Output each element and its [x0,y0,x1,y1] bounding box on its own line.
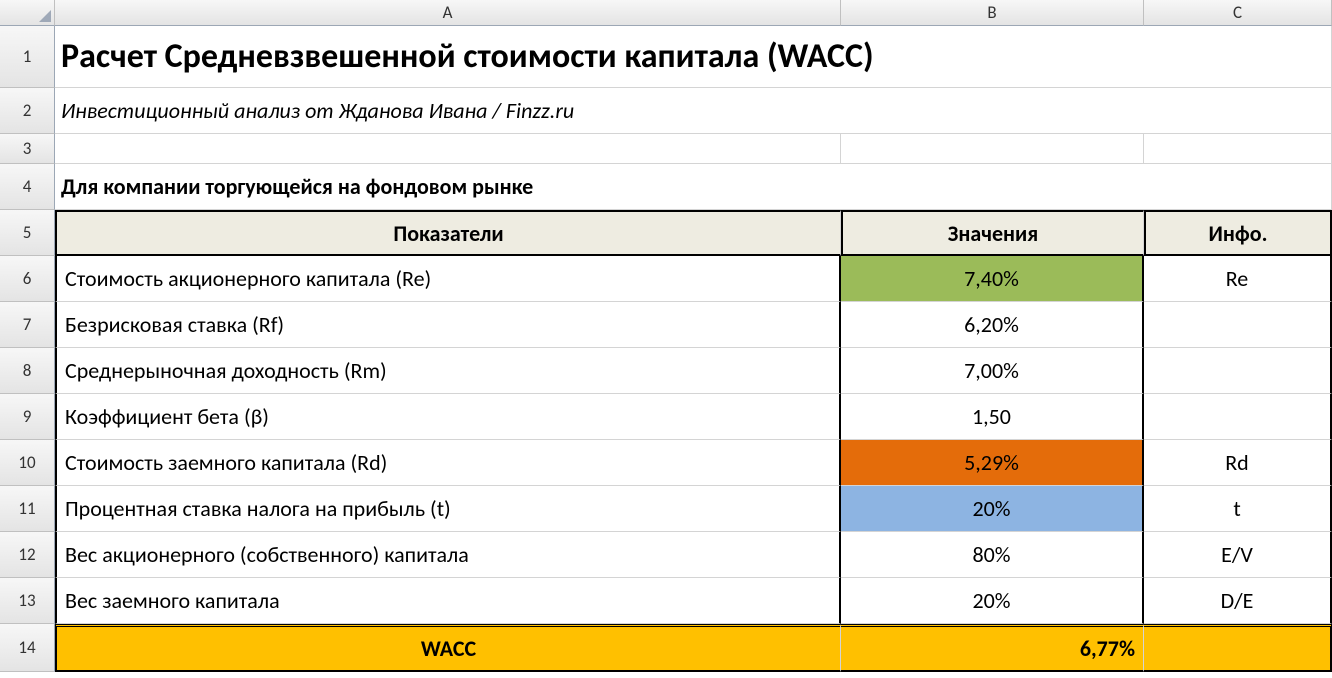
cell-c11[interactable]: t [1144,486,1332,532]
wacc-value[interactable]: 6,77% [841,624,1144,672]
row-header-2[interactable]: 2 [0,88,55,134]
cell-c10[interactable]: Rd [1144,440,1332,486]
row-header-1[interactable]: 1 [0,26,55,88]
row-header-13[interactable]: 13 [0,578,55,624]
cell-b13[interactable]: 20% [841,578,1144,624]
cell-a13[interactable]: Вес заемного капитала [55,578,841,624]
col-header-b[interactable]: B [841,0,1144,26]
row-header-12[interactable]: 12 [0,532,55,578]
cell-b11[interactable]: 20% [841,486,1144,532]
th-info[interactable]: Инфо. [1144,210,1332,256]
cell-a7[interactable]: Безрисковая ставка (Rf) [55,302,841,348]
cell-c7[interactable] [1144,302,1332,348]
row-header-5[interactable]: 5 [0,210,55,256]
cell-a8[interactable]: Среднерыночная доходность (Rm) [55,348,841,394]
spreadsheet: A B C 1 Расчет Средневзвешенной стоимост… [0,0,1332,672]
subtitle-cell[interactable]: Инвестиционный анализ от Жданова Ивана /… [55,88,1332,134]
cell-b7[interactable]: 6,20% [841,302,1144,348]
cell-a12[interactable]: Вес акционерного (собственного) капитала [55,532,841,578]
wacc-label[interactable]: WACC [55,624,841,672]
section-cell[interactable]: Для компании торгующейся на фондовом рын… [55,164,1332,210]
col-header-c[interactable]: C [1144,0,1332,26]
row-header-3[interactable]: 3 [0,134,55,164]
cell-c6[interactable]: Re [1144,256,1332,302]
cell-b8[interactable]: 7,00% [841,348,1144,394]
cell-c12[interactable]: E/V [1144,532,1332,578]
row-header-7[interactable]: 7 [0,302,55,348]
cell-c8[interactable] [1144,348,1332,394]
th-indicators[interactable]: Показатели [55,210,841,256]
cell-b3[interactable] [841,134,1144,164]
cell-a6[interactable]: Стоимость акционерного капитала (Re) [55,256,841,302]
th-values[interactable]: Значения [841,210,1144,256]
cell-b6[interactable]: 7,40% [841,256,1144,302]
cell-c13[interactable]: D/E [1144,578,1332,624]
row-header-6[interactable]: 6 [0,256,55,302]
cell-b12[interactable]: 80% [841,532,1144,578]
cell-c9[interactable] [1144,394,1332,440]
select-all-corner[interactable] [0,0,55,26]
cell-a9[interactable]: Коэффициент бета (β) [55,394,841,440]
cell-c14[interactable] [1144,624,1332,672]
cell-a11[interactable]: Процентная ставка налога на прибыль (t) [55,486,841,532]
cell-b9[interactable]: 1,50 [841,394,1144,440]
cell-a10[interactable]: Стоимость заемного капитала (Rd) [55,440,841,486]
row-header-10[interactable]: 10 [0,440,55,486]
cell-a3[interactable] [55,134,841,164]
row-header-14[interactable]: 14 [0,624,55,672]
title-cell[interactable]: Расчет Средневзвешенной стоимости капита… [55,26,1332,88]
col-header-a[interactable]: A [55,0,841,26]
cell-c3[interactable] [1144,134,1332,164]
row-header-11[interactable]: 11 [0,486,55,532]
row-header-4[interactable]: 4 [0,164,55,210]
row-header-9[interactable]: 9 [0,394,55,440]
cell-b10[interactable]: 5,29% [841,440,1144,486]
row-header-8[interactable]: 8 [0,348,55,394]
